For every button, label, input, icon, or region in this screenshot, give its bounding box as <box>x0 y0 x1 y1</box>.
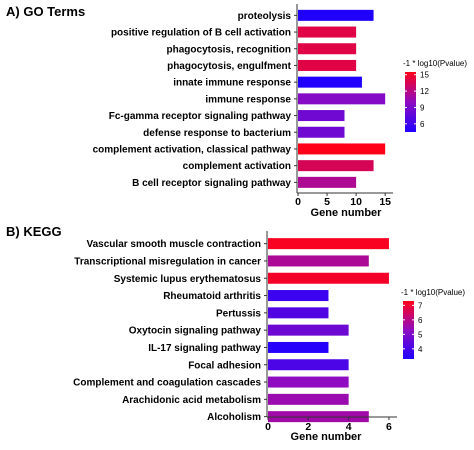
go-bar <box>298 76 362 88</box>
go-x-tick-label: 15 <box>379 196 391 208</box>
go-legend-colorbar <box>405 72 416 132</box>
go-legend-tick-label: 15 <box>420 71 429 80</box>
go-bar <box>298 9 374 21</box>
go-x-tick-label: 5 <box>324 196 330 208</box>
go-bar <box>298 110 345 122</box>
go-bar <box>298 93 386 105</box>
kegg-category-label: Pertussis <box>216 308 261 319</box>
kegg-category-label: Focal adhesion <box>188 360 261 371</box>
go-bar <box>298 126 345 138</box>
go-category-label: phagocytosis, engulfment <box>167 61 292 72</box>
go-legend-tick-label: 9 <box>420 103 425 112</box>
go-category-label: complement activation <box>183 161 291 172</box>
go-category-label: positive regulation of B cell activation <box>111 28 291 39</box>
kegg-bar <box>268 341 329 353</box>
kegg-x-tick-label: 4 <box>346 421 352 433</box>
go-bar <box>298 26 357 38</box>
go-category-label: phagocytosis, recognition <box>167 44 291 55</box>
kegg-x-tick-label: 6 <box>386 421 392 433</box>
go-category-label: defense response to bacterium <box>143 128 291 139</box>
kegg-bar <box>268 393 349 405</box>
kegg-category-label: Vascular smooth muscle contraction <box>87 239 262 250</box>
go-bar <box>298 176 357 188</box>
go-legend-tick-label: 6 <box>420 120 425 129</box>
go-category-label: complement activation, classical pathway <box>93 144 292 155</box>
kegg-legend-title: -1 * log10(Pvalue) <box>401 288 465 297</box>
kegg-x-tick-label: 0 <box>265 421 271 433</box>
kegg-bar <box>268 238 389 250</box>
go-category-label: Fc-gamma receptor signaling pathway <box>109 111 292 122</box>
go-bar <box>298 160 374 172</box>
kegg-legend-colorbar <box>403 301 414 359</box>
go-bar <box>298 143 386 155</box>
kegg-panel: B) KEGG Vascular smooth muscle contractio… <box>6 224 465 443</box>
kegg-bar <box>268 307 329 319</box>
kegg-category-label: Systemic lupus erythematosus <box>114 274 262 285</box>
kegg-category-label: IL-17 signaling pathway <box>148 343 261 354</box>
kegg-category-label: Arachidonic acid metabolism <box>122 395 261 406</box>
go-x-tick-label: 10 <box>350 196 362 208</box>
kegg-x-tick-label: 2 <box>305 421 311 433</box>
kegg-bar <box>268 359 349 371</box>
kegg-x-axis-title: Gene number <box>291 431 363 443</box>
kegg-category-label: Complement and coagulation cascades <box>73 378 261 389</box>
kegg-legend-tick-label: 6 <box>418 316 423 325</box>
kegg-category-label: Alcoholism <box>207 412 261 423</box>
kegg-panel-title: B) KEGG <box>6 224 62 239</box>
go-legend-title: -1 * log10(Pvalue) <box>403 59 467 68</box>
kegg-legend-tick-label: 4 <box>418 345 423 354</box>
go-x-axis-title: Gene number <box>311 207 383 219</box>
kegg-legend-tick-label: 7 <box>418 301 423 310</box>
go-bar <box>298 43 357 55</box>
kegg-bar <box>268 255 369 267</box>
kegg-legend-tick-label: 5 <box>418 330 423 339</box>
kegg-category-label: Oxytocin signaling pathway <box>129 326 262 337</box>
kegg-bar <box>268 290 329 302</box>
go-legend-tick-label: 12 <box>420 87 429 96</box>
kegg-category-label: Transcriptional misregulation in cancer <box>74 256 261 267</box>
go-category-label: proteolysis <box>238 11 292 22</box>
kegg-bar <box>268 272 389 284</box>
kegg-category-label: Rheumatoid arthritis <box>163 291 261 302</box>
go-category-label: immune response <box>205 94 291 105</box>
kegg-bar <box>268 376 349 388</box>
go-terms-panel: A) GO Terms proteolysis positive regulatio… <box>6 4 467 219</box>
go-category-label: B cell receptor signaling pathway <box>132 178 291 189</box>
go-panel-title: A) GO Terms <box>6 4 85 19</box>
go-category-label: innate immune response <box>173 78 291 89</box>
kegg-bar <box>268 324 349 336</box>
go-x-tick-label: 0 <box>295 196 301 208</box>
go-bar <box>298 59 357 71</box>
